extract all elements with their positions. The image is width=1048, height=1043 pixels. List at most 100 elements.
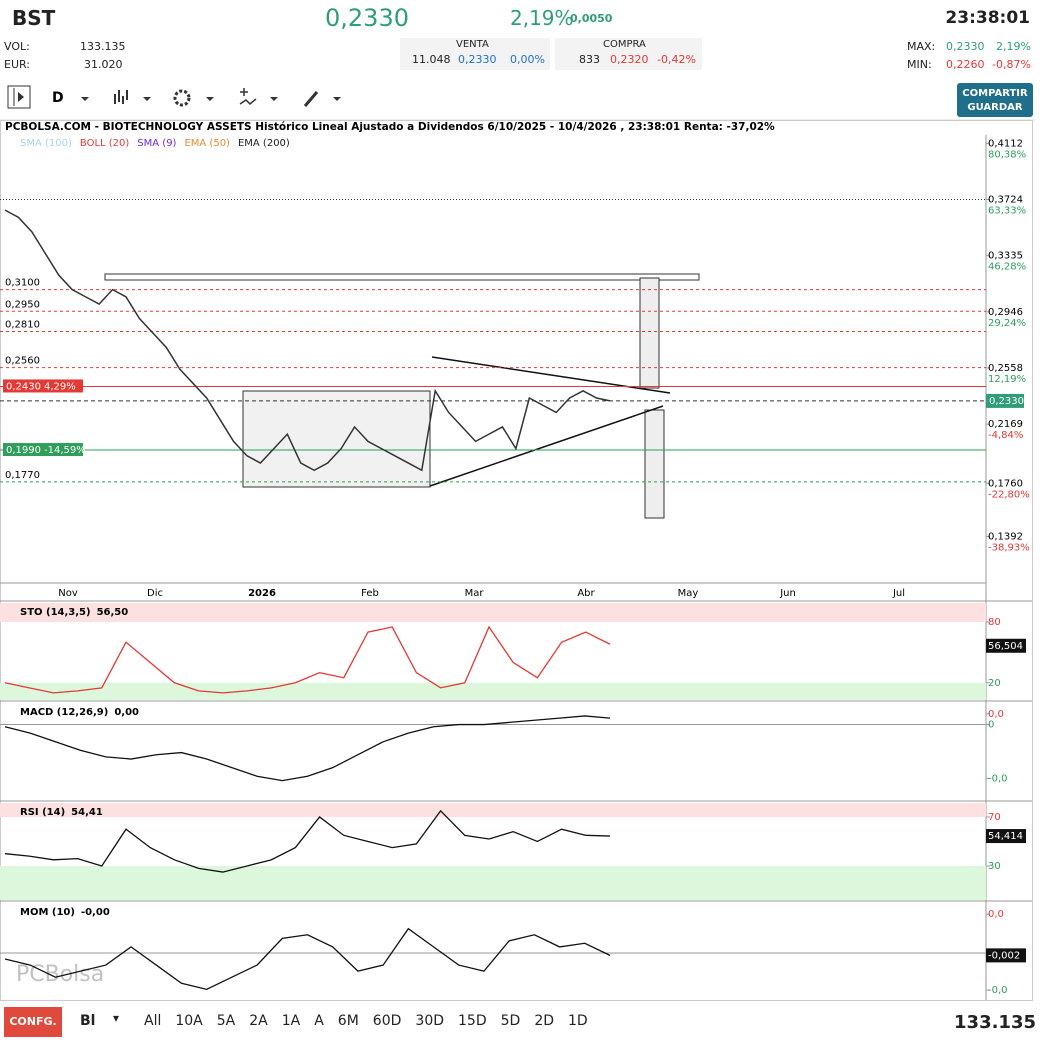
current-label: 0,2330 (989, 396, 1024, 407)
legend-entry: EMA (200) (238, 138, 290, 149)
panel-reading: 54,41 (71, 807, 103, 818)
y-tick-label: 80 (988, 617, 1001, 628)
time: 23:38:01 (945, 8, 1030, 28)
max-label: MAX: (907, 40, 936, 53)
current-tag (986, 393, 1024, 408)
level-label: 0,2950 (5, 299, 40, 310)
panel-name: STO (14,3,5) (20, 607, 91, 618)
eur: 31.020 (84, 58, 123, 71)
venta-price: 0,2330 (458, 53, 497, 66)
share-button[interactable]: COMPARTIR GUARDAR (957, 83, 1033, 117)
panel-reading: 0,00 (114, 707, 139, 718)
volume: 133.135 (954, 1012, 1036, 1033)
range-button[interactable]: 2A (249, 1013, 268, 1029)
x-tick-label: Nov (58, 588, 78, 599)
y-tick-pct: 46,28% (988, 262, 1026, 273)
chart-title: PCBOLSA.COM - BIOTECHNOLOGY ASSETS Histó… (5, 121, 775, 133)
dropdown[interactable] (206, 97, 214, 101)
range-button[interactable]: 1A (281, 1013, 301, 1029)
x-tick-label: Jun (779, 588, 796, 599)
vol: 133.135 (80, 40, 126, 53)
y-tick-pct: -22,80% (988, 489, 1030, 500)
current-tag (986, 829, 1026, 844)
panel-toggle[interactable] (7, 85, 31, 109)
range-button[interactable]: 5D (500, 1013, 521, 1029)
mode[interactable]: Bl (80, 1013, 96, 1029)
watermark: PCBolsa (16, 962, 104, 987)
y-tick-label: -0,0 (988, 985, 1008, 996)
range-button[interactable]: 10A (175, 1013, 203, 1029)
x-tick-label: 2026 (248, 588, 276, 599)
draw-icon[interactable] (303, 91, 319, 107)
current-label: -0,002 (988, 950, 1020, 961)
symbol: BST (12, 6, 56, 30)
settings-icon[interactable] (173, 89, 191, 107)
vol-label: VOL: (4, 40, 30, 53)
range-button[interactable]: 30D (415, 1013, 445, 1029)
level-label: 0,2430 (6, 381, 41, 392)
indicator-icon[interactable] (239, 88, 257, 106)
period[interactable]: D (52, 90, 64, 106)
candle-icon[interactable] (114, 90, 128, 104)
panel-name: MACD (12,26,9) (20, 707, 108, 718)
range-button[interactable]: 2D (534, 1013, 554, 1029)
venta-title: VENTA (456, 39, 489, 50)
change: 0,0050 (570, 12, 613, 25)
legend-entry: BOLL (20) (80, 138, 130, 149)
level-label: 0,2810 (5, 320, 40, 331)
dropdown[interactable] (333, 97, 341, 101)
level-pct: -14,59% (44, 445, 86, 456)
y-tick-label: 0,4112 (988, 138, 1023, 149)
price: 0,2330 (325, 4, 409, 32)
eur-label: EUR: (4, 58, 31, 71)
y-tick-label: 0,0 (988, 909, 1004, 920)
range-button[interactable]: 5A (216, 1013, 236, 1029)
dropdown[interactable] (270, 97, 278, 101)
change-pct: 2,19% (510, 6, 574, 30)
y-tick-label: 0,3335 (988, 251, 1023, 262)
venta-box (400, 38, 550, 70)
panel-reading: 56,50 (97, 607, 129, 618)
indicator-line (4, 927, 611, 991)
chart-frame (0, 120, 1033, 1001)
range-button[interactable]: 15D (458, 1013, 487, 1029)
y-tick-pct: 80,38% (988, 149, 1026, 160)
range-button[interactable]: A (314, 1013, 324, 1029)
min-pct: -0,87% (992, 58, 1031, 71)
level-label: 0,1990 (6, 445, 41, 456)
x-tick-label: Dic (147, 588, 163, 599)
y-tick-label: 0,1760 (988, 478, 1023, 489)
legend-entry: SMA (9) (137, 138, 176, 149)
level-label: 0,1770 (5, 470, 40, 481)
config-button[interactable]: CONFG. (4, 1007, 62, 1037)
range-button[interactable]: 1D (568, 1013, 588, 1029)
annotation-box (104, 273, 700, 281)
annotation-box (242, 390, 431, 488)
indicator-line (4, 809, 611, 873)
level-tag (3, 443, 83, 457)
dropdown[interactable]: ▾ (113, 1011, 120, 1025)
range-button[interactable]: 6M (337, 1013, 359, 1029)
x-tick-label: Abr (577, 588, 595, 599)
range-button[interactable]: All (144, 1013, 162, 1029)
compra-title: COMPRA (603, 39, 646, 50)
x-tick-label: May (678, 588, 699, 599)
max-pct: 2,19% (996, 40, 1031, 53)
panel-name: RSI (14) (20, 807, 65, 818)
y-tick-label: 0,2558 (988, 363, 1023, 374)
min: 0,2260 (946, 58, 985, 71)
y-tick-pct: -4,84% (988, 430, 1023, 441)
dropdown[interactable] (81, 97, 89, 101)
range-bar: All 10A 5A 2A 1A A 6M 60D 30D 15D 5D 2D 1D (144, 1013, 602, 1029)
panel-name: MOM (10) (20, 907, 75, 918)
y-tick-label: 0,0 (988, 709, 1004, 720)
trend-line (429, 405, 664, 487)
dropdown[interactable] (143, 97, 151, 101)
range-button[interactable]: 60D (372, 1013, 402, 1029)
share-line: GUARDAR (967, 102, 1023, 113)
compra-qty: 833 (579, 53, 600, 66)
overbought-band (0, 603, 986, 622)
y-tick-label: 0,1392 (988, 531, 1023, 542)
